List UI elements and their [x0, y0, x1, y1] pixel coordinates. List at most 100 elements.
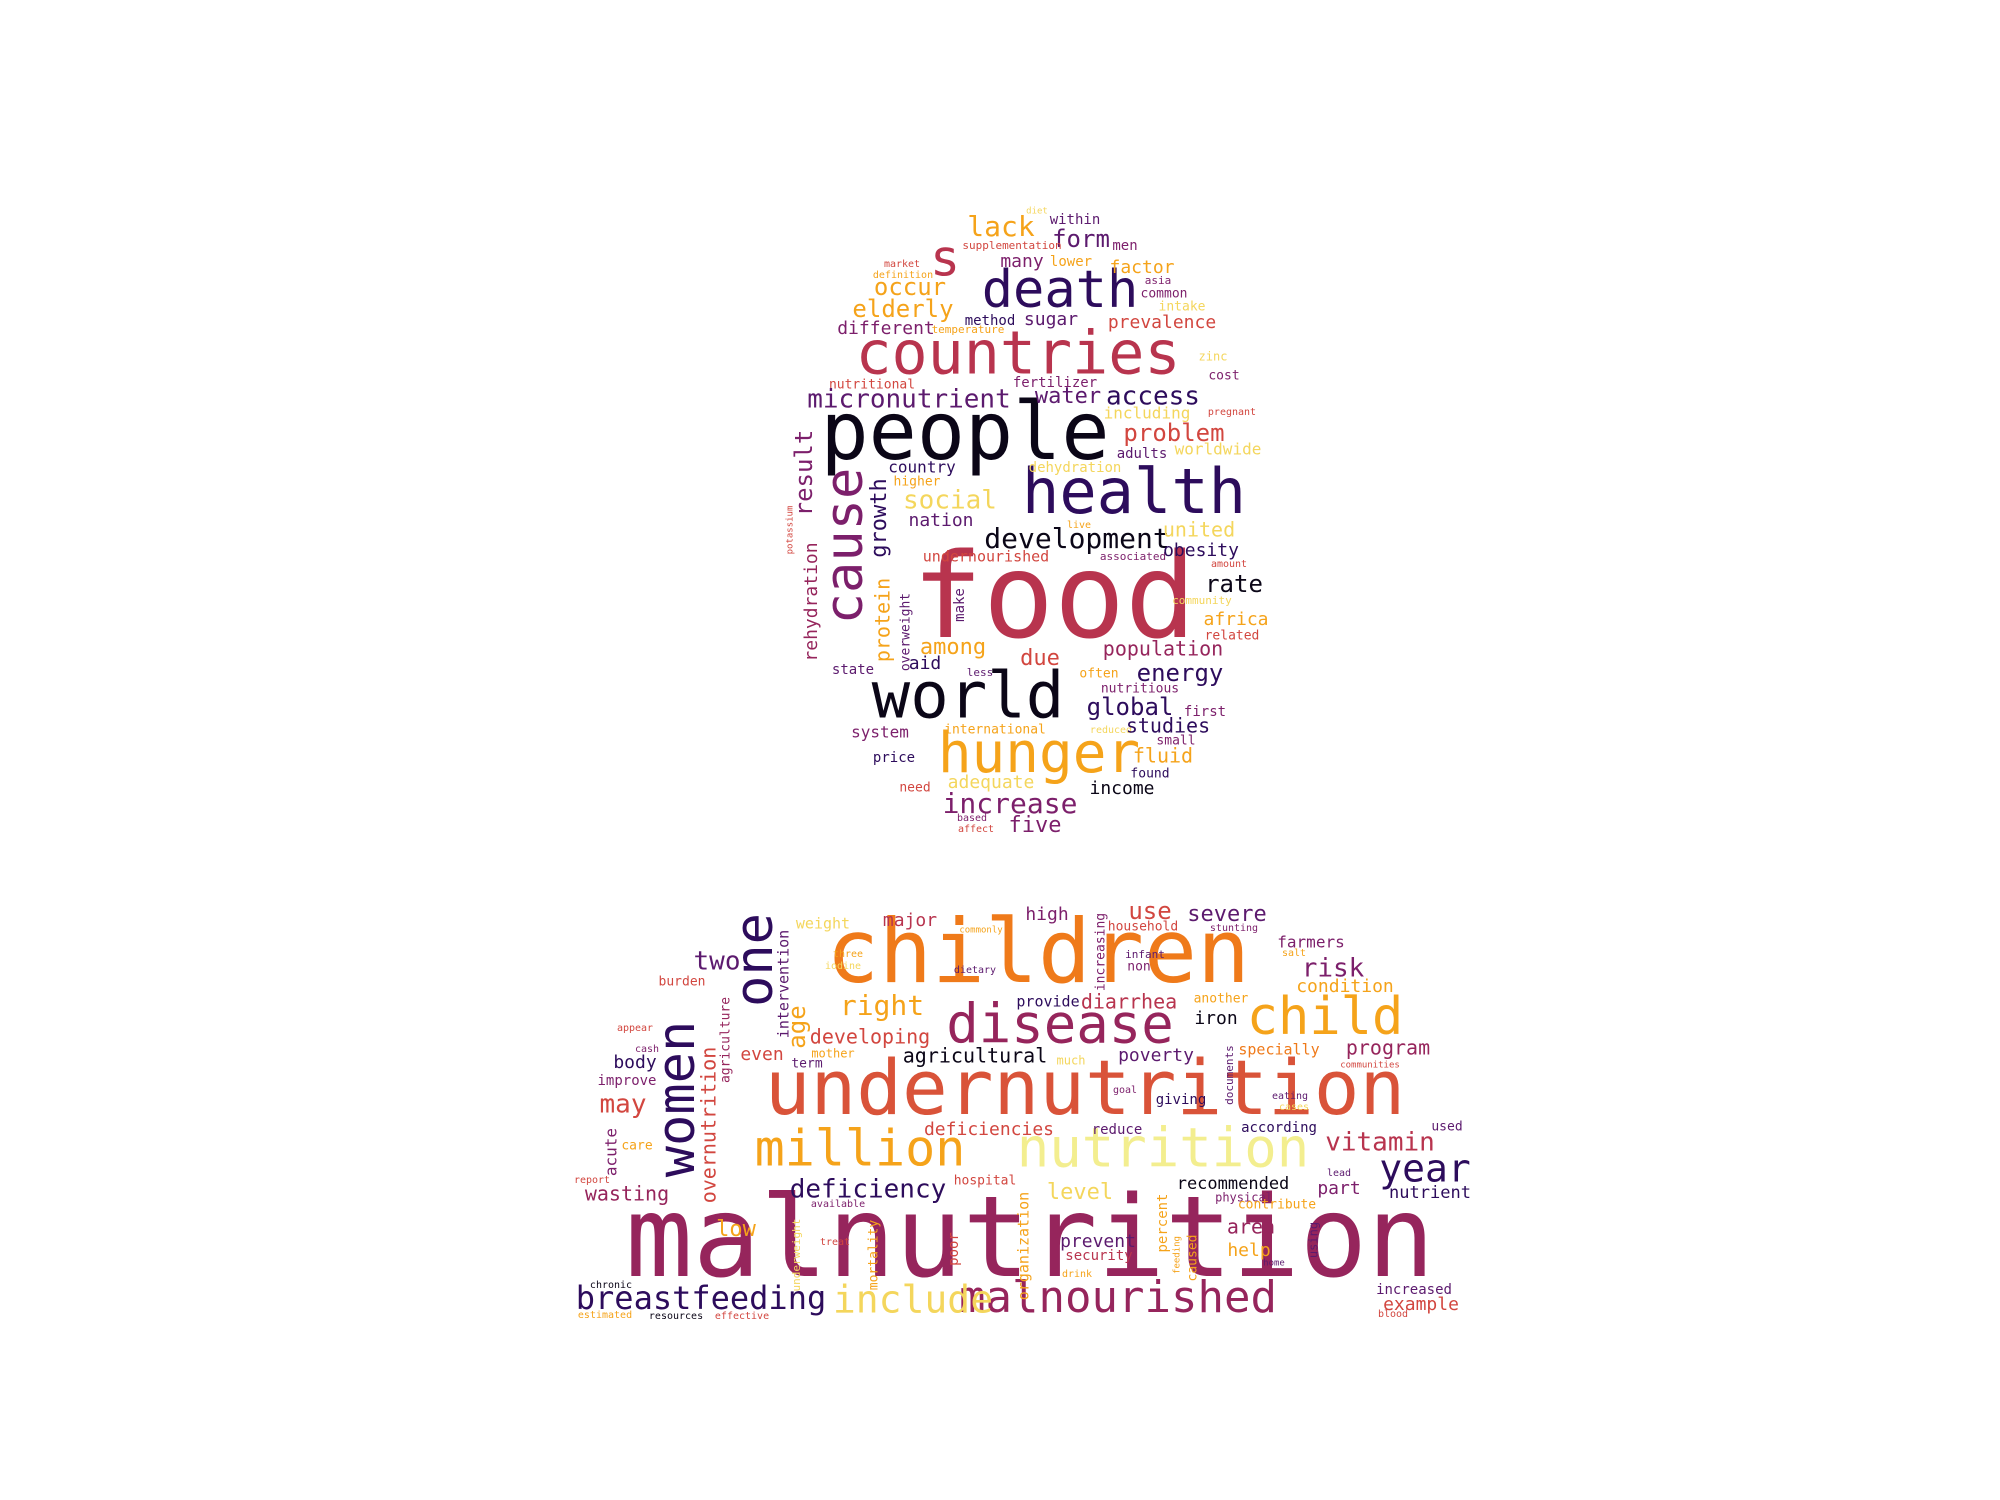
word-level: level — [1047, 1180, 1113, 1205]
word-reduce: reduce — [1092, 1122, 1143, 1138]
word-help: help — [1227, 1240, 1270, 1261]
word-including: including — [1104, 404, 1191, 423]
word-increased: increased — [1376, 1282, 1452, 1298]
word-due: due — [1020, 646, 1060, 671]
word-available: available — [811, 1199, 865, 1210]
word-among: among — [920, 635, 986, 660]
word-africa: africa — [1203, 609, 1268, 630]
word-lead: lead — [1327, 1168, 1351, 1179]
word-recommended: recommended — [1177, 1174, 1290, 1194]
word-increasing: increasing — [1094, 913, 1109, 991]
word-acute: acute — [602, 1128, 621, 1176]
word-food: food — [912, 527, 1196, 665]
word-drink: drink — [1062, 1269, 1092, 1280]
word-small: small — [1156, 734, 1195, 749]
word-according: according — [1241, 1120, 1317, 1136]
word-fluid: fluid — [1133, 744, 1193, 768]
word-cause: cause — [815, 468, 875, 625]
word-sugar: sugar — [1024, 309, 1078, 330]
word-worldwide: worldwide — [1175, 440, 1262, 459]
word-feeding: feeding — [1173, 1236, 1183, 1274]
word-energy: energy — [1137, 659, 1224, 687]
word-development: development — [984, 522, 1169, 555]
word-poverty: poverty — [1118, 1045, 1194, 1066]
word-organization: organization — [1015, 1192, 1033, 1300]
word-physical: physical — [1215, 1191, 1273, 1205]
word-method: method — [965, 313, 1016, 329]
word-international: international — [944, 723, 1046, 738]
word-contribute: contribute — [1238, 1198, 1316, 1213]
word-salt: salt — [1282, 948, 1306, 959]
word-diarrhea: diarrhea — [1081, 990, 1177, 1014]
word-breastfeeding: breastfeeding — [576, 1279, 826, 1317]
word-death: death — [982, 260, 1139, 320]
word-provide: provide — [1016, 993, 1079, 1011]
word-deficiencies: deficiencies — [924, 1119, 1054, 1140]
word-three: three — [833, 949, 863, 960]
word-resources: resources — [649, 1311, 703, 1322]
word-amount: amount — [1211, 559, 1247, 570]
word-example: example — [1383, 1294, 1459, 1315]
word-household: household — [1108, 920, 1178, 935]
word-malnutrition: malnutrition — [625, 1173, 1434, 1303]
word-countries: countries — [855, 319, 1180, 389]
word-elderly: elderly — [852, 295, 953, 323]
word-men: men — [1112, 238, 1137, 254]
word-zinc: zinc — [1199, 350, 1228, 364]
word-agricultural: agricultural — [903, 1044, 1048, 1068]
word-malnourished: malnourished — [959, 1272, 1277, 1323]
word-associated: associated — [1100, 550, 1166, 563]
word-system: system — [851, 723, 909, 742]
word-population: population — [1103, 637, 1223, 661]
word-child: child — [1247, 987, 1404, 1047]
word-even: even — [740, 1044, 783, 1065]
word-world: world — [872, 660, 1065, 734]
word-disease: disease — [946, 993, 1174, 1056]
word-care: care — [621, 1139, 652, 1154]
word-market: market — [884, 259, 920, 270]
word-nutrition: nutrition — [1017, 1117, 1310, 1180]
word-developing: developing — [810, 1025, 930, 1049]
word-overnutrition: overnutrition — [697, 1047, 721, 1204]
word-communities: communities — [1340, 1061, 1400, 1071]
word-obesity: obesity — [1163, 540, 1239, 561]
word-improve: improve — [597, 1073, 656, 1089]
word-less: less — [967, 666, 994, 679]
word-hospital: hospital — [954, 1174, 1017, 1189]
word-effective: effective — [715, 1311, 769, 1322]
word-micronutrient: micronutrient — [807, 385, 1011, 415]
word-non: non — [1127, 960, 1150, 975]
word-caused: caused — [1186, 1235, 1201, 1282]
word-potassium: potassium — [786, 506, 796, 555]
word-right: right — [840, 989, 924, 1022]
word-cases: cases — [1279, 1102, 1309, 1113]
word-diet: diet — [1026, 207, 1048, 217]
word-using: using — [1307, 1222, 1321, 1258]
word-specially: specially — [1238, 1041, 1319, 1059]
word-need: need — [899, 781, 930, 796]
word-weight: weight — [796, 915, 850, 933]
word-state: state — [832, 662, 874, 678]
word-related: related — [1205, 629, 1260, 644]
word-hunger: hunger — [938, 721, 1140, 786]
word-five: five — [1009, 813, 1062, 838]
word-global: global — [1087, 693, 1174, 721]
word-area: area — [1227, 1215, 1275, 1239]
word-million: million — [755, 1120, 966, 1178]
word-adequate: adequate — [948, 772, 1035, 793]
word-risk: risk — [1302, 954, 1365, 984]
word-goal: goal — [1113, 1085, 1137, 1096]
word-blood: blood — [1378, 1309, 1408, 1320]
word-united: united — [1163, 518, 1235, 542]
word-reduced: reduced — [1090, 725, 1132, 736]
word-burden: burden — [659, 975, 706, 990]
word-home: home — [1263, 1259, 1285, 1269]
word-water: water — [1035, 384, 1101, 409]
word-s: s — [930, 230, 960, 288]
word-giving: giving — [1156, 1092, 1207, 1108]
word-wasting: wasting — [585, 1182, 669, 1206]
word-often: often — [1079, 667, 1118, 682]
word-occur: occur — [874, 273, 946, 301]
word-year: year — [1379, 1147, 1471, 1191]
